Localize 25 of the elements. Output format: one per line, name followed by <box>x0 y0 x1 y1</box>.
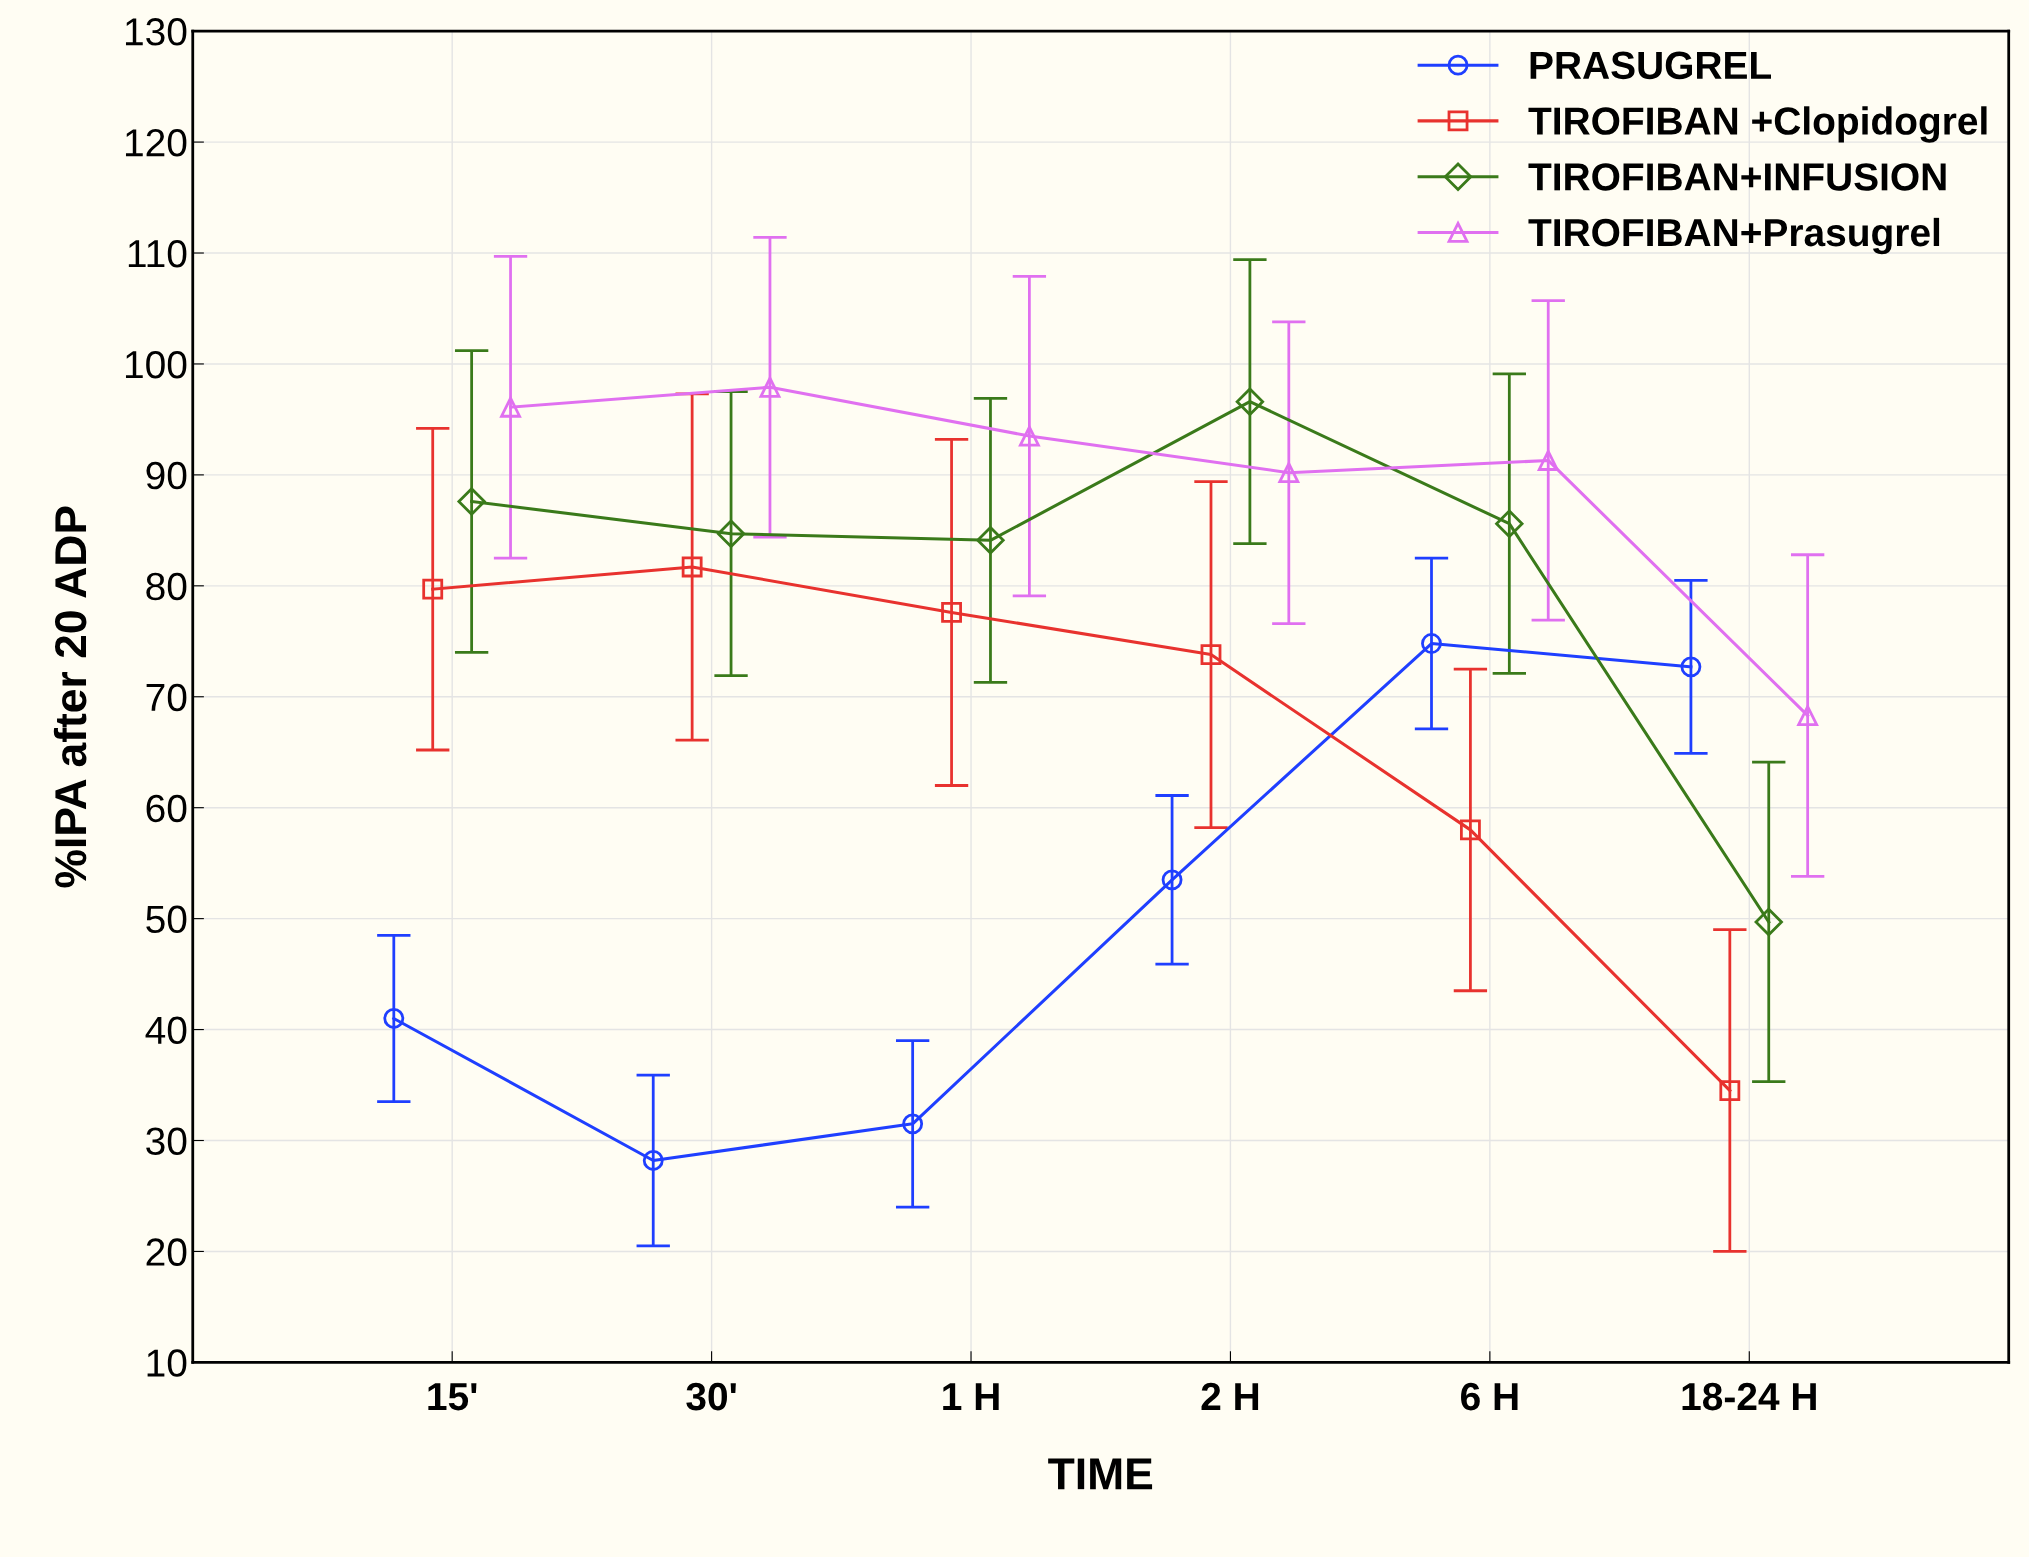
y-tick-label: 90 <box>146 461 187 490</box>
y-tick-label: 100 <box>125 350 187 379</box>
y-tick-label: 130 <box>125 18 187 46</box>
x-tick-label: 6 H <box>1461 1382 1518 1411</box>
y-tick-label: 20 <box>146 1238 187 1266</box>
legend-label: TIROFIBAN+INFUSION <box>1528 163 1946 191</box>
y-tick-label: 80 <box>146 572 187 601</box>
x-tick-label: 18-24 H <box>1682 1382 1816 1411</box>
y-tick-label: 120 <box>125 129 187 157</box>
y-tick-label: 50 <box>146 905 187 934</box>
y-tick-label: 70 <box>146 683 187 712</box>
y-tick-label: 40 <box>145 1016 187 1045</box>
x-tick-label: 15' <box>428 1383 477 1411</box>
x-tick-label: 2 H <box>1201 1382 1259 1410</box>
legend-label: TIROFIBAN+Prasugrel <box>1528 217 1940 255</box>
legend-label: TIROFIBAN +Clopidogrel <box>1528 106 1987 143</box>
y-axis-title: %IPA after 20 ADP <box>53 506 87 888</box>
y-tick-label: 60 <box>146 794 187 823</box>
y-tick-label: 10 <box>147 1349 187 1377</box>
y-tick-label: 30 <box>146 1127 187 1155</box>
x-tick-label: 30' <box>686 1382 736 1411</box>
x-axis-title: TIME <box>1048 1458 1153 1490</box>
y-tick-label: 110 <box>128 239 187 268</box>
legend-label: PRASUGREL <box>1530 51 1771 80</box>
x-tick-label: 1 H <box>943 1383 999 1410</box>
